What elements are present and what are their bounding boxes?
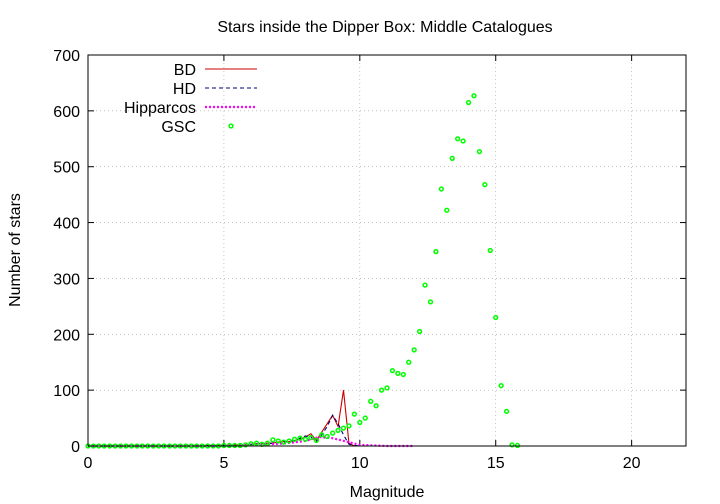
- legend-label-hd: HD: [173, 81, 196, 98]
- plot-series: [85, 93, 521, 449]
- data-point-gsc: [253, 440, 260, 446]
- y-tick-label: 600: [53, 104, 80, 121]
- data-point-gsc: [335, 427, 341, 434]
- data-point-gsc: [340, 425, 347, 431]
- data-point-gsc: [411, 347, 417, 353]
- data-point-gsc: [378, 387, 385, 393]
- data-point-gsc: [281, 439, 287, 445]
- x-tick-label: 20: [623, 455, 641, 472]
- data-point-gsc: [384, 385, 390, 391]
- data-point-gsc: [444, 207, 450, 213]
- data-point-gsc: [302, 436, 309, 442]
- x-tick-label: 0: [84, 455, 93, 472]
- data-point-gsc: [270, 437, 276, 443]
- data-point-gsc: [482, 181, 488, 188]
- data-point-gsc: [395, 370, 401, 377]
- y-tick-label: 0: [71, 439, 80, 456]
- data-point-gsc: [471, 93, 477, 99]
- data-point-gsc: [514, 442, 521, 449]
- y-tick-label: 700: [53, 48, 80, 65]
- data-point-gsc: [449, 155, 455, 161]
- data-point-gsc: [503, 408, 510, 415]
- data-point-gsc: [465, 99, 472, 106]
- x-tick-labels: 0 5 10 15 20: [84, 455, 641, 472]
- legend-label-bd: BD: [174, 62, 196, 79]
- data-point-gsc: [389, 367, 396, 374]
- y-tick-label: 500: [53, 160, 80, 177]
- data-point-gsc: [221, 442, 227, 449]
- data-point-gsc: [427, 299, 434, 305]
- data-point-gsc: [291, 436, 298, 442]
- data-point-gsc: [422, 282, 428, 288]
- y-tick-label: 400: [53, 216, 80, 233]
- data-point-gsc: [275, 438, 281, 444]
- data-point-gsc: [487, 247, 493, 254]
- y-axis-title: Number of stars: [7, 193, 24, 307]
- plot-frame: [87, 54, 687, 447]
- legend: BD HD Hipparcos GSC: [124, 62, 257, 136]
- data-point-gsc: [226, 442, 232, 449]
- data-point-gsc: [346, 423, 352, 429]
- chart-title: Stars inside the Dipper Box: Middle Cata…: [217, 19, 552, 36]
- data-point-gsc: [362, 415, 368, 421]
- data-point-gsc: [400, 371, 406, 378]
- series-line-hd: [88, 414, 371, 447]
- data-point-gsc: [297, 435, 303, 441]
- data-point-gsc: [264, 440, 271, 446]
- y-tick-label: 300: [53, 271, 80, 288]
- data-point-gsc: [351, 411, 358, 417]
- data-point-gsc: [368, 398, 374, 404]
- data-point-gsc: [373, 403, 379, 409]
- legend-label-gsc: GSC: [161, 119, 196, 136]
- x-axis-title: Magnitude: [350, 484, 425, 501]
- data-point-gsc: [232, 442, 238, 449]
- data-point-gsc: [455, 136, 461, 142]
- data-point-gsc: [248, 441, 254, 447]
- data-point-gsc: [493, 314, 499, 321]
- series-line-hipparcos: [88, 435, 415, 448]
- x-tick-label: 15: [487, 455, 505, 472]
- data-point-gsc: [329, 430, 336, 436]
- series-gsc: [85, 93, 521, 449]
- data-point-gsc: [243, 442, 249, 448]
- data-point-gsc: [406, 359, 412, 365]
- data-point-gsc: [460, 138, 466, 144]
- data-point-gsc: [308, 434, 314, 441]
- data-point-gsc: [319, 432, 325, 438]
- data-point-gsc: [498, 383, 504, 389]
- y-tick-label: 100: [53, 383, 80, 400]
- x-tick-label: 5: [219, 455, 228, 472]
- legend-label-hipparcos: Hipparcos: [124, 100, 196, 117]
- data-point-gsc: [476, 148, 483, 155]
- x-tick-label: 10: [351, 455, 369, 472]
- y-tick-label: 200: [53, 327, 80, 344]
- data-point-gsc: [509, 442, 515, 448]
- data-point-gsc: [313, 437, 319, 444]
- data-point-gsc: [438, 186, 445, 192]
- data-point-gsc: [433, 248, 439, 255]
- legend-marker-gsc: [228, 123, 234, 129]
- data-point-gsc: [357, 419, 363, 426]
- y-tick-labels: 0 100 200 300 400 500 600 700: [53, 48, 80, 456]
- data-point-gsc: [237, 442, 243, 449]
- data-point-gsc: [324, 433, 330, 440]
- data-point-gsc: [416, 328, 423, 335]
- data-point-gsc: [286, 438, 292, 444]
